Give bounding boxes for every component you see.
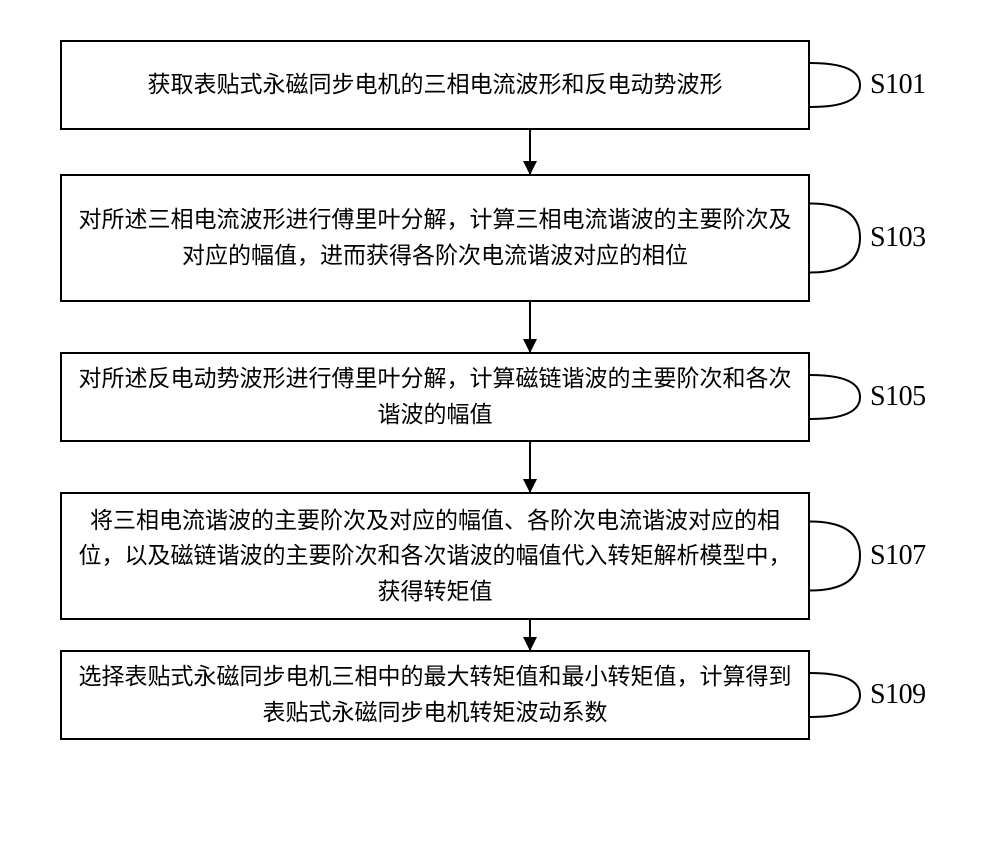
step-label-s101: S101 (870, 69, 926, 101)
step-box-s101: 获取表贴式永磁同步电机的三相电流波形和反电动势波形 (60, 40, 810, 130)
flowchart-container: 获取表贴式永磁同步电机的三相电流波形和反电动势波形 S101 对所述三相电流波形… (0, 40, 1000, 740)
step-row-s107: 将三相电流谐波的主要阶次及对应的幅值、各阶次电流谐波对应的相位，以及磁链谐波的主… (0, 492, 1000, 620)
step-label-s103: S103 (870, 222, 926, 254)
step-label-s107: S107 (870, 540, 926, 572)
step-box-s105: 对所述反电动势波形进行傅里叶分解，计算磁链谐波的主要阶次和各次谐波的幅值 (60, 352, 810, 442)
step-text: 对所述三相电流波形进行傅里叶分解，计算三相电流谐波的主要阶次及对应的幅值，进而获… (78, 202, 792, 273)
arrow-icon (529, 442, 531, 492)
step-label-s109: S109 (870, 679, 926, 711)
arrow-container (155, 620, 905, 650)
step-box-s103: 对所述三相电流波形进行傅里叶分解，计算三相电流谐波的主要阶次及对应的幅值，进而获… (60, 174, 810, 302)
step-box-s107: 将三相电流谐波的主要阶次及对应的幅值、各阶次电流谐波对应的相位，以及磁链谐波的主… (60, 492, 810, 620)
step-text: 选择表贴式永磁同步电机三相中的最大转矩值和最小转矩值，计算得到表贴式永磁同步电机… (78, 659, 792, 730)
step-row-s103: 对所述三相电流波形进行傅里叶分解，计算三相电流谐波的主要阶次及对应的幅值，进而获… (0, 174, 1000, 302)
step-text: 对所述反电动势波形进行傅里叶分解，计算磁链谐波的主要阶次和各次谐波的幅值 (78, 361, 792, 432)
step-box-s109: 选择表贴式永磁同步电机三相中的最大转矩值和最小转矩值，计算得到表贴式永磁同步电机… (60, 650, 810, 740)
step-row-s101: 获取表贴式永磁同步电机的三相电流波形和反电动势波形 S101 (0, 40, 1000, 130)
arrow-icon (529, 130, 531, 174)
step-label-s105: S105 (870, 381, 926, 413)
step-row-s105: 对所述反电动势波形进行傅里叶分解，计算磁链谐波的主要阶次和各次谐波的幅值 S10… (0, 352, 1000, 442)
step-row-s109: 选择表贴式永磁同步电机三相中的最大转矩值和最小转矩值，计算得到表贴式永磁同步电机… (0, 650, 1000, 740)
arrow-icon (529, 302, 531, 352)
arrow-icon (529, 620, 531, 650)
arrow-container (155, 302, 905, 352)
arrow-container (155, 130, 905, 174)
step-text: 获取表贴式永磁同步电机的三相电流波形和反电动势波形 (148, 67, 723, 103)
step-text: 将三相电流谐波的主要阶次及对应的幅值、各阶次电流谐波对应的相位，以及磁链谐波的主… (78, 503, 792, 610)
arrow-container (155, 442, 905, 492)
